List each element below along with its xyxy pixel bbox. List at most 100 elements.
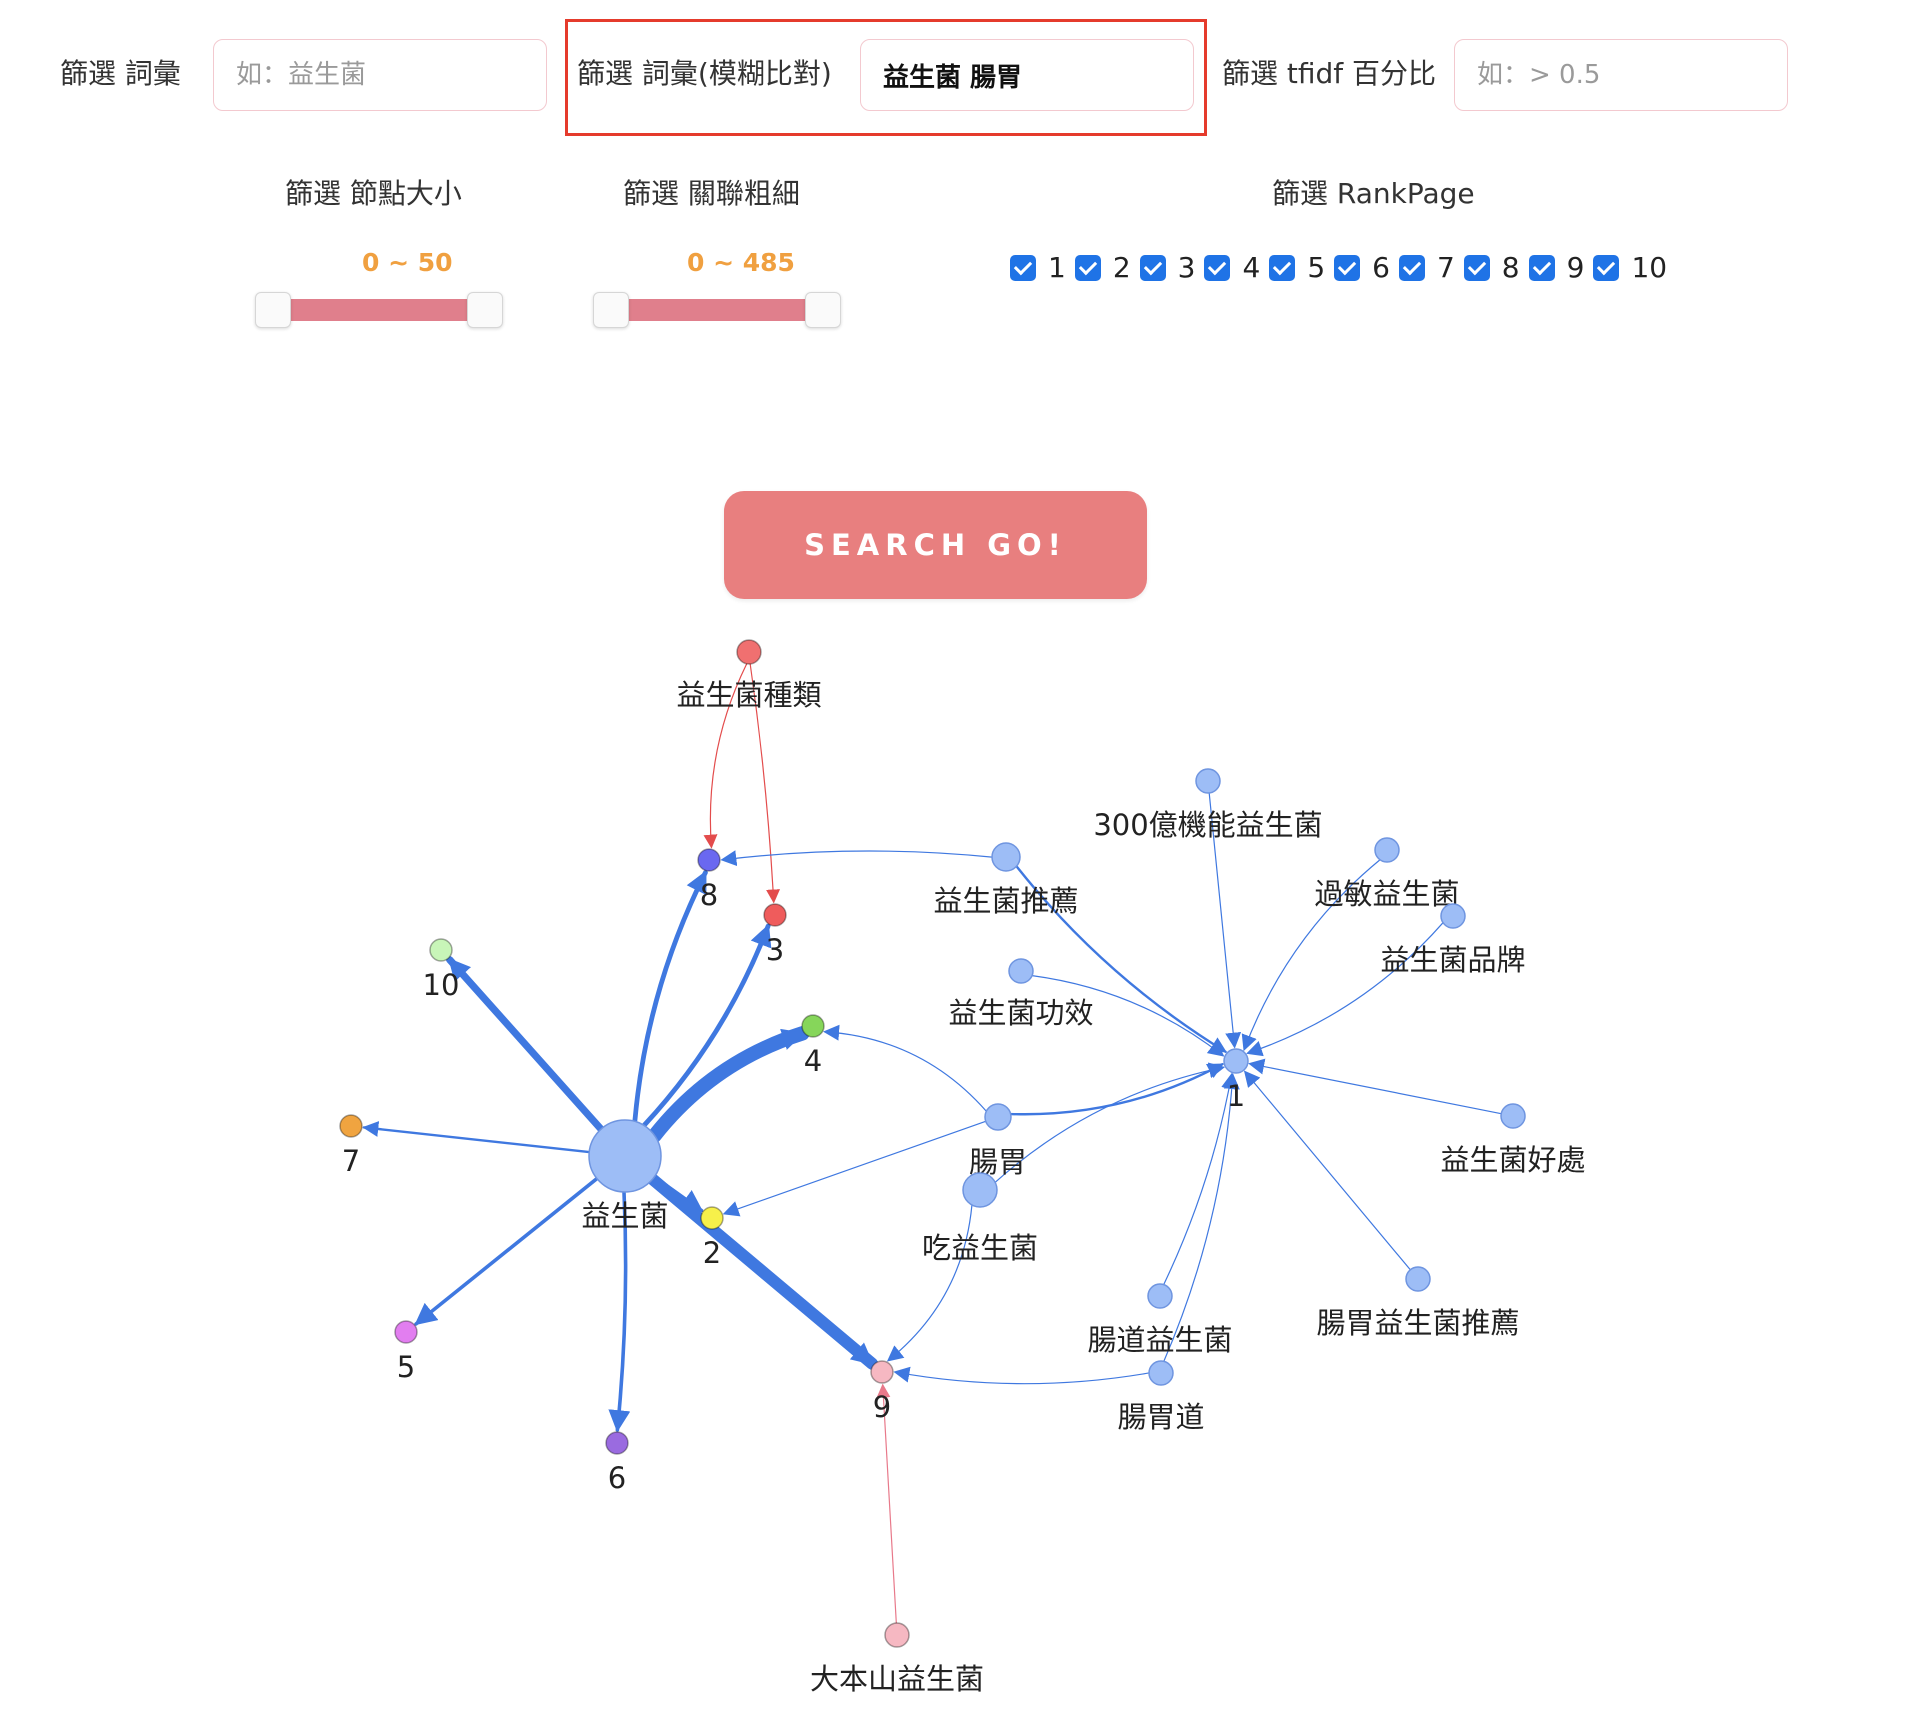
rankpage-option-3[interactable]: 3 xyxy=(1139,251,1196,284)
search-go-button[interactable]: SEARCH GO! xyxy=(724,491,1147,599)
node-size-slider-min-handle[interactable] xyxy=(255,292,291,328)
checkbox-checked-icon[interactable] xyxy=(1463,254,1490,281)
graph-node-r7[interactable]: 7 xyxy=(339,1114,363,1178)
graph-node-circle[interactable] xyxy=(1223,1048,1249,1074)
graph-node-r4[interactable]: 4 xyxy=(801,1014,825,1078)
graph-node-changwei_tuijian[interactable]: 腸胃益生菌推薦 xyxy=(1316,1266,1520,1340)
rankpage-option-label: 1 xyxy=(1048,251,1066,284)
graph-node-circle[interactable] xyxy=(984,1103,1012,1131)
edge-width-slider[interactable] xyxy=(593,290,843,330)
rankpage-option-1[interactable]: 1 xyxy=(1010,251,1066,284)
graph-node-label: 8 xyxy=(700,878,718,912)
rankpage-filter-label: 篩選 RankPage xyxy=(1272,177,1475,210)
graph-node-tuijian[interactable]: 益生菌推薦 xyxy=(933,842,1079,918)
graph-edge-chi-to-r1 xyxy=(994,1062,1226,1183)
rankpage-option-label: 6 xyxy=(1372,251,1390,284)
graph-node-circle[interactable] xyxy=(700,1206,724,1230)
fuzzy-filter-highlight xyxy=(565,19,1207,136)
tfidf-filter-label: 篩選 tfidf 百分比 xyxy=(1222,57,1437,90)
rankpage-option-8[interactable]: 8 xyxy=(1463,251,1520,284)
rankpage-option-6[interactable]: 6 xyxy=(1334,251,1390,284)
graph-node-r2[interactable]: 2 xyxy=(700,1206,724,1270)
graph-node-circle[interactable] xyxy=(1008,958,1034,984)
graph-node-circle[interactable] xyxy=(697,848,721,872)
graph-node-circle[interactable] xyxy=(1405,1266,1431,1292)
graph-node-circle[interactable] xyxy=(1148,1360,1174,1386)
graph-node-circle[interactable] xyxy=(1440,903,1466,929)
checkbox-checked-icon[interactable] xyxy=(1139,254,1166,281)
graph-edge-haochu-to-r1 xyxy=(1248,1058,1502,1115)
graph-node-chi[interactable]: 吃益生菌 xyxy=(922,1172,1038,1265)
graph-node-300yi[interactable]: 300億機能益生菌 xyxy=(1093,768,1323,842)
graph-node-circle[interactable] xyxy=(339,1114,363,1138)
graph-node-circle[interactable] xyxy=(763,903,787,927)
graph-node-circle[interactable] xyxy=(870,1360,894,1384)
rankpage-option-2[interactable]: 2 xyxy=(1074,251,1131,284)
graph-node-circle[interactable] xyxy=(1147,1283,1173,1309)
edge-width-slider-max-handle[interactable] xyxy=(805,292,841,328)
graph-node-label: 5 xyxy=(397,1350,415,1384)
rankpage-option-9[interactable]: 9 xyxy=(1528,251,1585,284)
checkbox-checked-icon[interactable] xyxy=(1334,254,1361,281)
checkbox-checked-icon[interactable] xyxy=(1593,254,1620,281)
graph-node-circle[interactable] xyxy=(1374,837,1400,863)
graph-node-r3[interactable]: 3 xyxy=(763,903,787,967)
graph-node-label: 腸胃道 xyxy=(1117,1400,1204,1434)
checkbox-checked-icon[interactable] xyxy=(1398,254,1425,281)
graph-node-changwei[interactable]: 腸胃 xyxy=(969,1103,1027,1179)
graph-node-circle[interactable] xyxy=(991,842,1021,872)
graph-node-gongxiao[interactable]: 益生菌功效 xyxy=(948,958,1094,1030)
checkbox-checked-icon[interactable] xyxy=(1074,254,1101,281)
node-size-slider[interactable] xyxy=(255,290,505,330)
graph-node-dabenshan[interactable]: 大本山益生菌 xyxy=(810,1622,984,1696)
graph-node-circle[interactable] xyxy=(962,1172,998,1208)
graph-node-label: 益生菌品牌 xyxy=(1380,943,1525,977)
graph-node-circle[interactable] xyxy=(884,1622,910,1648)
graph-node-circle[interactable] xyxy=(801,1014,825,1038)
rankpage-option-label: 9 xyxy=(1566,251,1585,284)
checkbox-checked-icon[interactable] xyxy=(1528,254,1555,281)
graph-node-changdao_ysj[interactable]: 腸道益生菌 xyxy=(1087,1283,1233,1357)
graph-node-circle[interactable] xyxy=(736,639,762,665)
graph-node-circle[interactable] xyxy=(1500,1103,1526,1129)
graph-node-circle[interactable] xyxy=(429,938,453,962)
graph-node-circle[interactable] xyxy=(1195,768,1221,794)
rankpage-option-7[interactable]: 7 xyxy=(1398,251,1455,284)
graph-node-circle[interactable] xyxy=(394,1320,418,1344)
graph-node-r1[interactable]: 1 xyxy=(1223,1048,1249,1113)
fuzzy-filter-input[interactable] xyxy=(860,39,1194,111)
graph-edge-pinpai-to-r1 xyxy=(1246,922,1444,1057)
graph-edge-yishengjun-to-r6 xyxy=(608,1190,631,1433)
graph-node-circle[interactable] xyxy=(605,1431,629,1455)
graph-node-label: 益生菌好處 xyxy=(1440,1143,1585,1177)
term-filter-input[interactable] xyxy=(213,39,547,111)
rankpage-option-10[interactable]: 10 xyxy=(1593,251,1667,284)
graph-node-r9[interactable]: 9 xyxy=(870,1360,894,1424)
node-size-slider-max-handle[interactable] xyxy=(467,292,503,328)
rankpage-option-label: 10 xyxy=(1631,251,1668,284)
graph-node-label: 益生菌推薦 xyxy=(933,884,1078,918)
graph-node-haochu[interactable]: 益生菌好處 xyxy=(1440,1103,1586,1177)
rankpage-option-5[interactable]: 5 xyxy=(1269,251,1325,284)
node-size-filter-label: 篩選 節點大小 xyxy=(285,177,462,210)
graph-node-zhonglei[interactable]: 益生菌種類 xyxy=(676,639,822,712)
graph-node-r8[interactable]: 8 xyxy=(697,848,721,912)
rankpage-option-4[interactable]: 4 xyxy=(1204,251,1260,284)
graph-edge-yishengjun-to-r8 xyxy=(632,870,708,1124)
graph-edges xyxy=(362,663,1502,1624)
graph-node-circle[interactable] xyxy=(588,1119,662,1193)
edge-width-slider-min-handle[interactable] xyxy=(593,292,629,328)
checkbox-checked-icon[interactable] xyxy=(1269,254,1296,281)
checkbox-checked-icon[interactable] xyxy=(1010,254,1036,281)
graph-node-r5[interactable]: 5 xyxy=(394,1320,418,1384)
graph-node-changweidao[interactable]: 腸胃道 xyxy=(1117,1360,1205,1434)
checkbox-checked-icon[interactable] xyxy=(1204,254,1231,281)
graph-node-guomin[interactable]: 過敏益生菌 xyxy=(1314,837,1460,911)
graph-node-r6[interactable]: 6 xyxy=(605,1431,629,1495)
graph-node-r10[interactable]: 10 xyxy=(423,938,460,1002)
graph-node-pinpai[interactable]: 益生菌品牌 xyxy=(1380,903,1526,977)
graph-node-yishengjun[interactable]: 益生菌 xyxy=(581,1119,669,1233)
tfidf-filter-input[interactable] xyxy=(1454,39,1788,111)
rankpage-option-label: 3 xyxy=(1177,251,1196,284)
